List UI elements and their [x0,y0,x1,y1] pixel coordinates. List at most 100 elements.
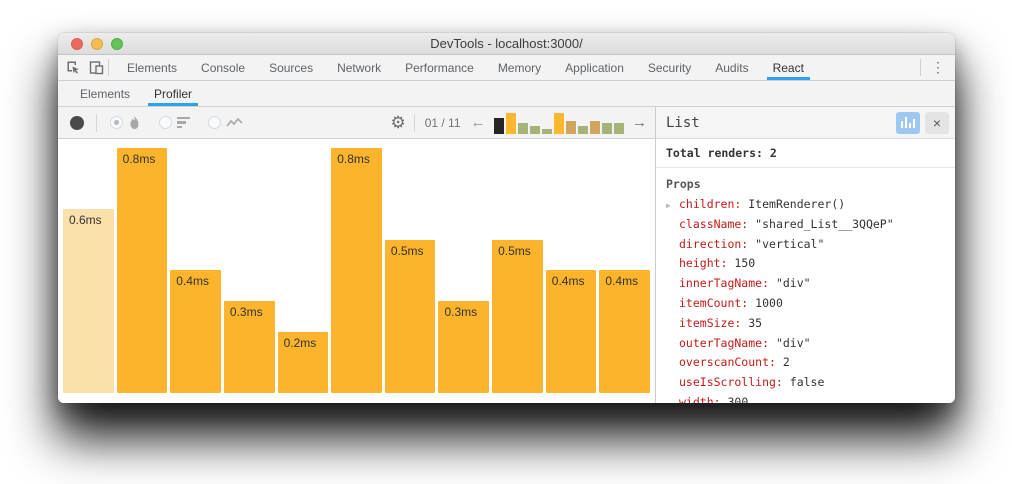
ranked-mode-radio[interactable] [159,116,190,129]
props-heading: Props [666,177,701,191]
prop-value[interactable]: ItemRenderer() [748,197,846,211]
close-window-button[interactable] [71,37,83,50]
flame-icon [128,115,141,130]
snapshot-mini-bar[interactable] [505,112,516,134]
prop-key: useIsScrolling: [679,375,790,390]
prop-value[interactable]: false [789,375,825,390]
prop-key: itemSize: [679,315,749,330]
prop-value[interactable]: 35 [748,315,763,330]
total-renders-label: Total renders: [666,146,770,160]
close-panel-button[interactable]: × [925,111,949,134]
prop-row: overscanCount: 2 [666,355,955,375]
view-chart-button[interactable] [896,111,920,134]
devtools-tab-performance[interactable]: Performance [405,60,474,75]
commit-bar[interactable]: 0.4ms [170,270,221,393]
prop-value[interactable]: 300 [727,394,749,403]
prop-value[interactable]: "shared_List__3QQeP" [755,216,894,231]
snapshot-selector-chart[interactable] [493,112,624,134]
devtools-window: DevTools - localhost:3000/ Eleme [58,33,955,403]
devtools-tab-audits[interactable]: Audits [715,60,749,75]
prop-key: width: [679,394,728,403]
prop-key: itemCount: [679,295,756,310]
prop-value[interactable]: 150 [734,256,756,271]
devtools-tab-application[interactable]: Application [565,60,624,75]
commit-bar[interactable]: 0.4ms [599,270,651,393]
interactions-mode-radio[interactable] [208,116,244,129]
prop-row: ▶ children: ItemRenderer() [666,197,955,217]
commit-bar[interactable]: 0.3ms [223,301,275,393]
commit-bar[interactable]: 0.5ms [384,240,436,393]
snapshot-position: 01 / 11 [424,115,461,130]
commit-bar[interactable]: 0.8ms [331,148,382,393]
prop-value[interactable]: 2 [782,355,790,370]
snapshot-mini-bar[interactable] [553,112,564,134]
prop-value[interactable]: "div" [775,335,811,350]
devtools-tab-console[interactable]: Console [201,60,246,75]
prop-value[interactable]: "vertical" [755,236,825,251]
prop-row: useIsScrolling: false [666,375,955,395]
prop-row: height: 150 [666,256,955,276]
record-button[interactable] [70,115,84,130]
component-name: List [666,114,700,131]
prop-value[interactable]: "div" [775,276,811,291]
prop-row: outerTagName: "div" [666,336,955,356]
props-section: Props ▶ children: ItemRenderer() className… [656,168,955,403]
radio-selected[interactable] [110,116,123,129]
inspect-element-icon[interactable] [66,60,81,75]
snapshot-mini-bar[interactable] [517,122,528,134]
prop-row: innerTagName: "div" [666,276,955,296]
snapshot-mini-bar[interactable] [493,117,504,134]
device-toolbar-icon[interactable] [89,60,104,75]
commit-bar-chart: 0.6ms 0.8ms 0.4ms 0.3ms 0.2ms 0.8ms 0.5ms 0.3ms… [58,139,655,403]
commit-bar[interactable]: 0.6ms [63,209,114,393]
snapshot-mini-bar[interactable] [577,125,588,134]
commit-bar[interactable]: 0.4ms [545,270,597,393]
prop-key: outerTagName: [679,335,776,350]
react-subtab-profiler[interactable]: Profiler [142,81,204,106]
prop-row: className: "shared_List__3QQeP" [666,217,955,237]
devtools-tab-security[interactable]: Security [647,60,692,75]
menu-divider [920,59,921,76]
commit-bar[interactable]: 0.3ms [438,301,490,393]
toolbar-divider [108,59,109,76]
radio-unselected[interactable] [159,116,172,129]
prop-row: itemSize: 35 [666,316,955,336]
prop-key: overscanCount: [679,355,783,370]
snapshot-mini-bar[interactable] [541,128,552,134]
devtools-tab-elements[interactable]: Elements [127,60,178,75]
prop-key: className: [679,216,756,231]
prop-value[interactable]: 1000 [755,295,783,310]
component-panel: List × Total renders: 2 Props ▶ children:… [655,107,955,403]
snapshot-mini-bar[interactable] [601,122,612,134]
snapshot-mini-bar[interactable] [565,120,576,134]
radio-unselected[interactable] [208,116,221,129]
commit-bar[interactable]: 0.5ms [492,240,543,393]
commit-bar[interactable]: 0.8ms [116,148,168,393]
prop-key: children: [679,197,749,211]
interactions-line-icon [226,117,244,129]
settings-gear-icon[interactable]: ⚙ [390,113,406,132]
profiler-pane: ⚙ 01 / 11 ← → 0.6ms 0.8ms 0.4ms 0.3ms 0.2ms 0… [58,107,655,403]
devtools-tab-sources[interactable]: Sources [269,60,314,75]
prev-snapshot-arrow-icon[interactable]: ← [470,114,486,131]
profiler-toolbar: ⚙ 01 / 11 ← → [58,107,655,139]
total-renders-value: 2 [769,146,777,160]
prop-row: direction: "vertical" [666,237,955,257]
snapshot-mini-bar[interactable] [613,122,624,134]
snapshot-mini-bar[interactable] [529,125,540,134]
commit-bar[interactable]: 0.2ms [277,332,329,393]
snapshot-mini-bar[interactable] [589,120,600,134]
expand-caret-icon[interactable]: ▶ [666,201,671,210]
devtools-tab-react[interactable]: React [761,55,816,80]
devtools-tab-network[interactable]: Network [337,60,382,75]
prop-row: width: 300 [666,395,955,403]
zoom-window-button[interactable] [111,37,123,50]
more-options-icon[interactable]: ⋮ [931,59,945,75]
react-subtab-elements[interactable]: Elements [80,86,131,101]
prop-key: height: [679,256,735,271]
flamegraph-mode-radio[interactable] [110,115,141,130]
devtools-tab-memory[interactable]: Memory [497,60,542,75]
traffic-lights [71,37,123,50]
minimize-window-button[interactable] [91,37,103,50]
next-snapshot-arrow-icon[interactable]: → [632,114,647,131]
